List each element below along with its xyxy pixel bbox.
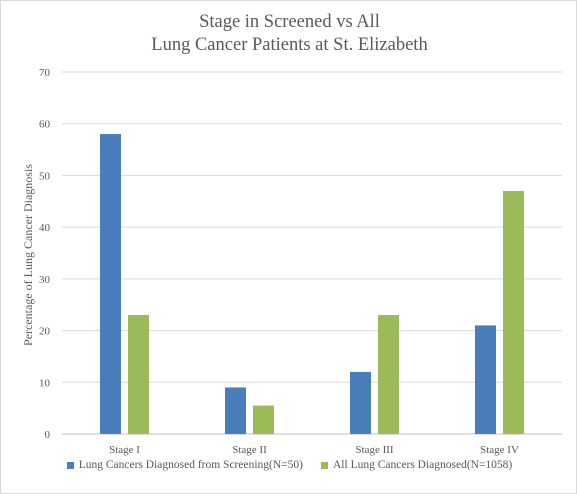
bar-series-2-stage-ii: [253, 405, 274, 434]
y-tick-label: 30: [39, 274, 51, 286]
y-tick-label: 10: [39, 377, 51, 389]
legend: Lung Cancers Diagnosed from Screening(N=…: [1, 459, 576, 471]
y-axis-title: Percentage of Lung Cancer Diagnosis: [21, 164, 35, 346]
y-tick-label: 60: [39, 119, 51, 131]
x-tick-label: Stage III: [355, 444, 394, 456]
bar-series-1-stage-ii: [225, 387, 246, 434]
chart-title-line-1: Stage in Screened vs All: [199, 12, 380, 32]
bar-series-2-stage-iii: [378, 315, 399, 434]
bar-series-1-stage-i: [100, 134, 121, 435]
legend-label: Lung Cancers Diagnosed from Screening(N=…: [78, 459, 303, 471]
bar-series-1-stage-iv: [475, 325, 496, 434]
y-axis-ticks: 0 10 20 30 40 50 60 70: [39, 67, 51, 441]
y-tick-label: 50: [39, 170, 51, 182]
chart-title-line-2: Lung Cancer Patients at St. Elizabeth: [151, 35, 428, 55]
bar-series-2-stage-i: [128, 315, 149, 434]
x-axis-ticks: Stage I Stage II Stage III Stage IV: [109, 444, 519, 456]
y-tick-label: 20: [39, 326, 51, 338]
legend-swatch: [66, 461, 74, 469]
y-tick-label: 40: [39, 222, 51, 234]
y-tick-label: 70: [39, 67, 51, 79]
x-tick-label: Stage IV: [480, 444, 519, 456]
y-tick-label: 0: [45, 429, 51, 441]
x-tick-label: Stage I: [109, 444, 140, 456]
chart-title: Stage in Screened vs All Lung Cancer Pat…: [1, 11, 576, 57]
legend-item: All Lung Cancers Diagnosed(N=1058): [321, 459, 512, 471]
legend-item: Lung Cancers Diagnosed from Screening(N=…: [66, 459, 303, 471]
bar-series-2-stage-iv: [503, 190, 524, 434]
bar-series-1-stage-iii: [350, 371, 371, 434]
bars: [100, 134, 524, 435]
legend-label: All Lung Cancers Diagnosed(N=1058): [333, 459, 513, 471]
legend-swatch: [321, 461, 328, 469]
x-tick-label: Stage II: [232, 444, 267, 456]
